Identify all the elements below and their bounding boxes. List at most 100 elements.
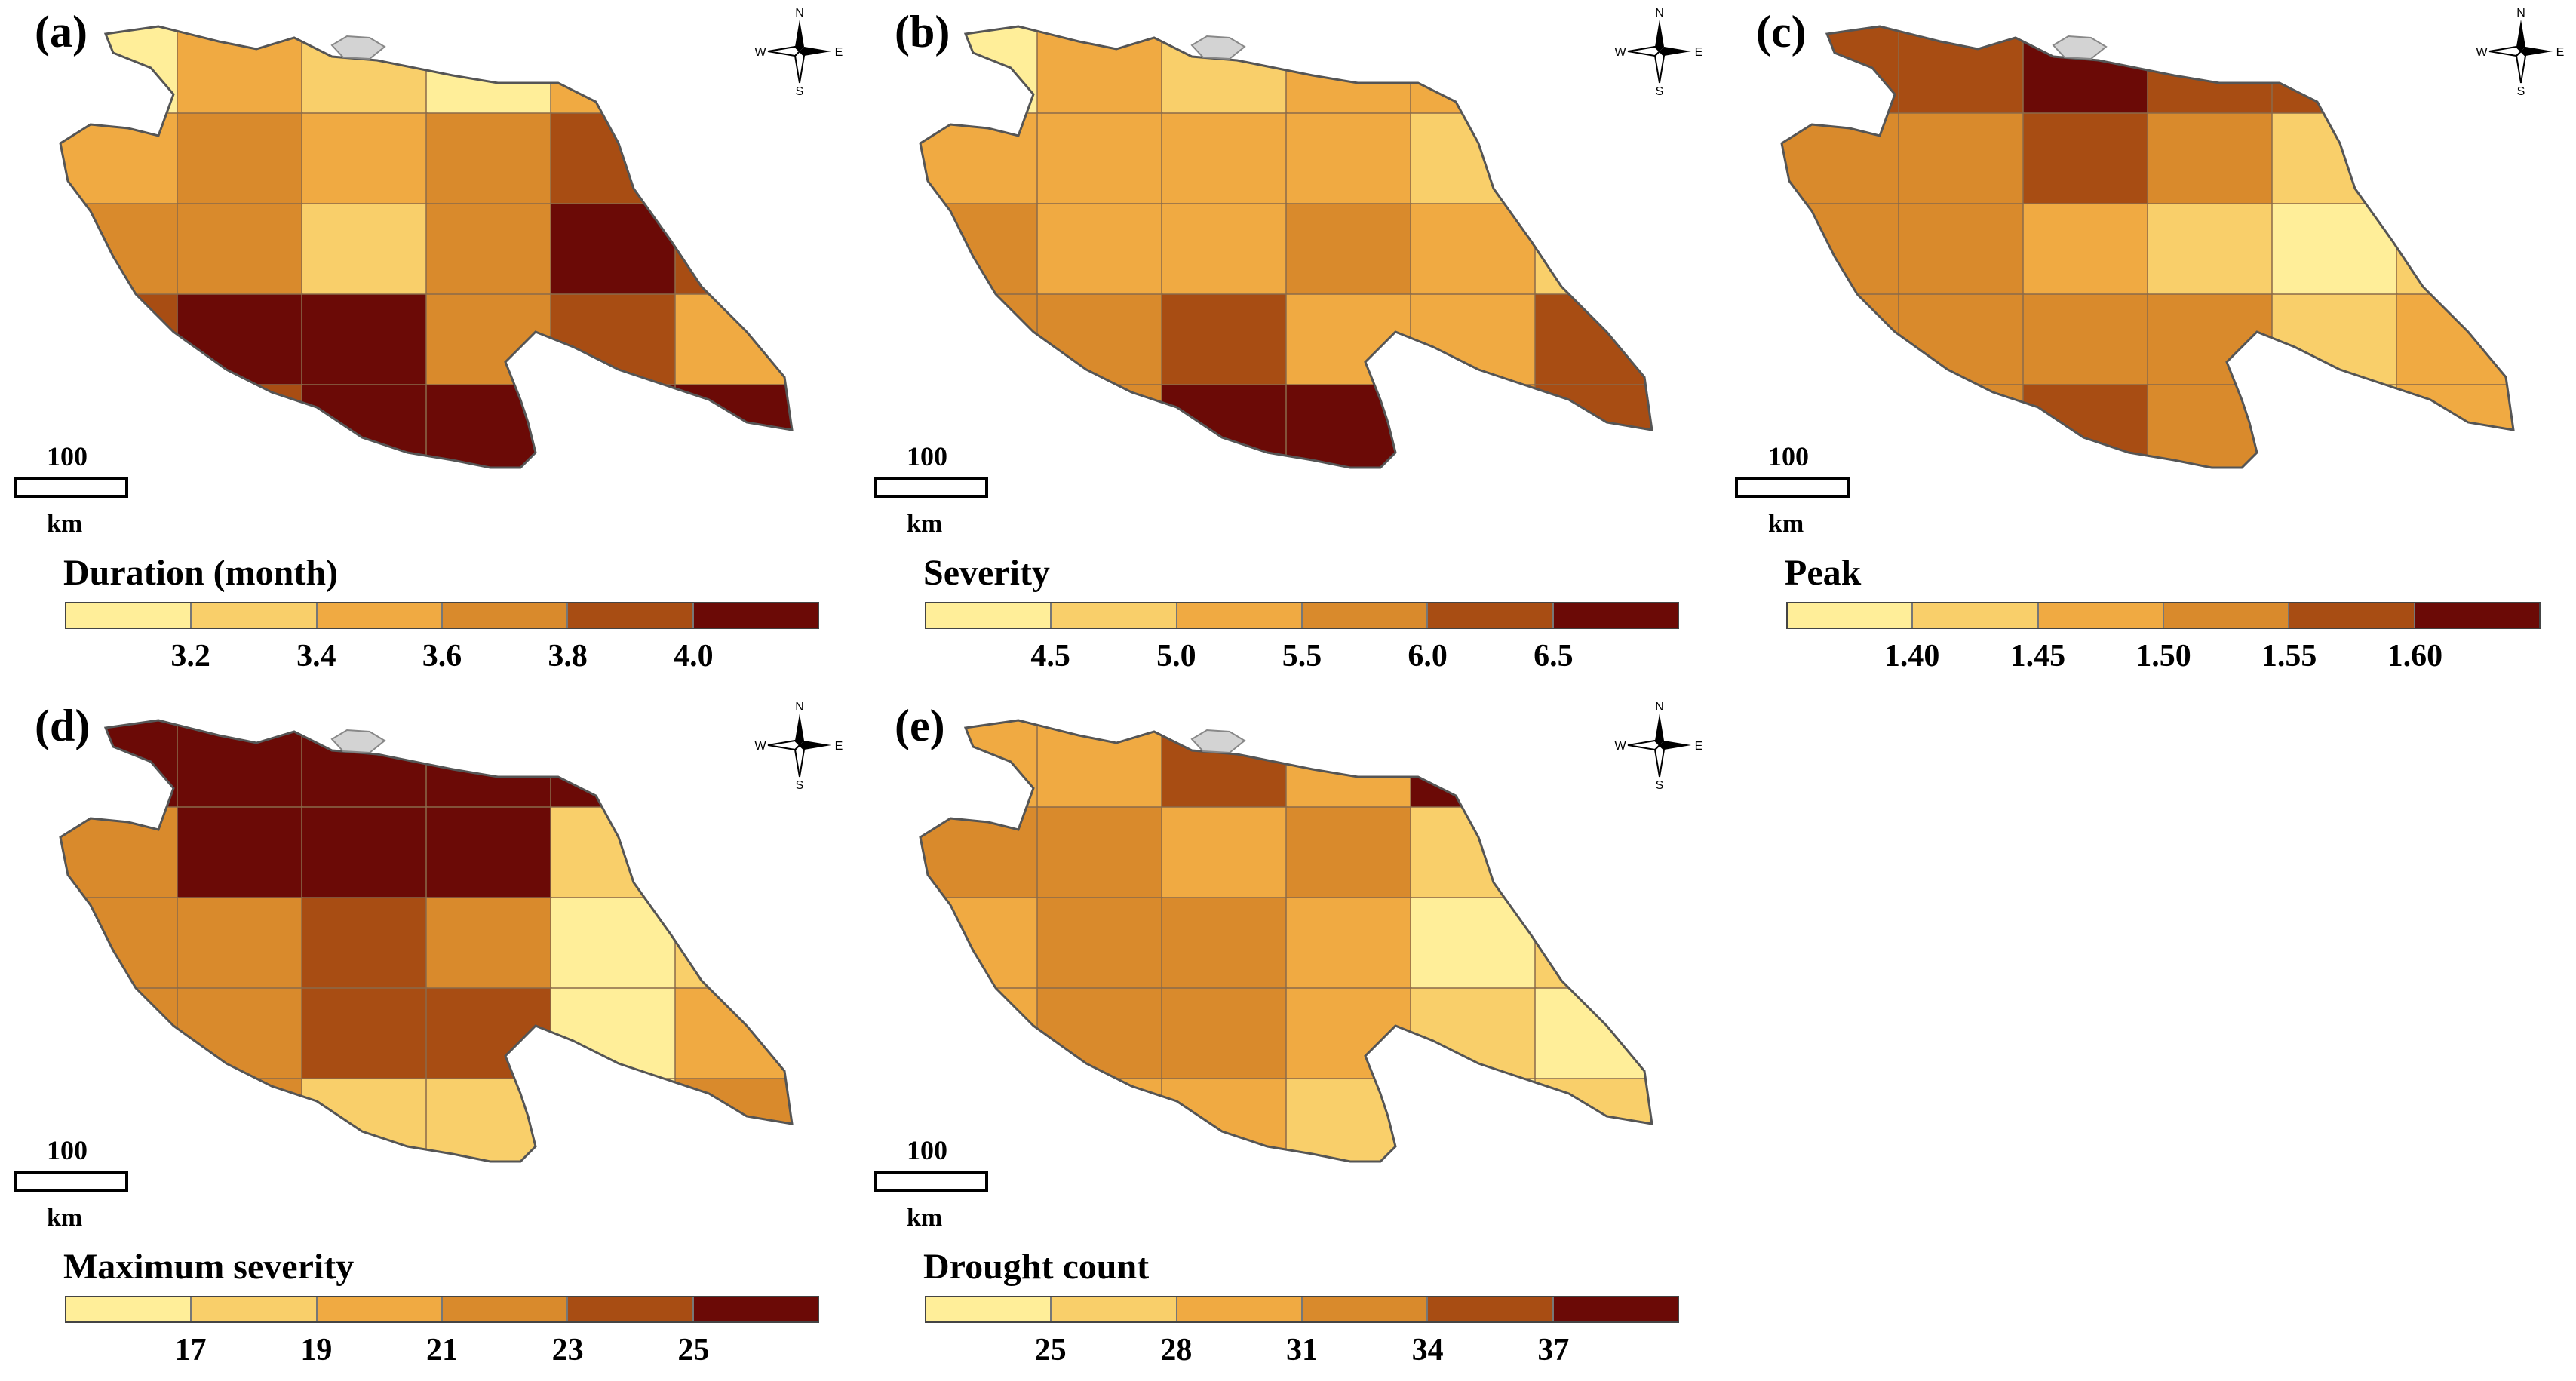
- legend-swatch: [1177, 603, 1303, 628]
- scale-bar-unit: km: [47, 510, 83, 538]
- sub-basin-cell: [674, 987, 792, 1080]
- sub-basin-cell: [1161, 1078, 1288, 1162]
- sub-basin-cell: [425, 1078, 552, 1162]
- sub-basin-cell: [425, 384, 552, 468]
- no-data-area: [330, 35, 386, 60]
- legend-swatch: [2289, 603, 2415, 628]
- svg-text:N: N: [2516, 7, 2525, 20]
- legend-title: Peak: [1785, 553, 1862, 593]
- sub-basin-cell: [60, 293, 179, 386]
- sub-basin-cell: [1285, 384, 1412, 468]
- svg-text:S: S: [1656, 779, 1664, 790]
- legend-swatch: [66, 603, 192, 628]
- legend-swatch: [2038, 603, 2164, 628]
- choropleth-map: [1780, 25, 2515, 469]
- legend-tick-label: 3.2: [170, 639, 210, 674]
- legend-tick-label: 4.0: [674, 639, 714, 674]
- legend-tick-label: 28: [1160, 1333, 1193, 1367]
- sub-basin-cell: [301, 987, 428, 1080]
- sub-basin-cell: [1161, 203, 1288, 296]
- sub-basin-cell: [1410, 293, 1537, 386]
- legend-color-bar: [1786, 602, 2541, 629]
- sub-basin-cell: [2147, 293, 2274, 386]
- sub-basin-cell: [1410, 897, 1537, 990]
- sub-basin-cell: [550, 112, 677, 205]
- sub-basin-cell: [1161, 720, 1288, 809]
- svg-text:W: W: [1614, 740, 1626, 753]
- sub-basin-cell: [1285, 720, 1412, 809]
- svg-text:N: N: [795, 7, 804, 20]
- sub-basin-cell: [674, 203, 792, 296]
- choropleth-map: [59, 719, 794, 1163]
- legend-title: Duration (month): [63, 553, 339, 593]
- sub-basin-cell: [2271, 293, 2398, 386]
- sub-basin-cell: [177, 987, 303, 1080]
- legend-tick-label: 3.4: [296, 639, 336, 674]
- svg-text:W: W: [754, 740, 766, 753]
- sub-basin-cell: [425, 987, 552, 1080]
- legend-swatch: [568, 603, 694, 628]
- sub-basin-cell: [1534, 806, 1652, 899]
- sub-basin-cell: [550, 897, 677, 990]
- sub-basin-cell: [1285, 293, 1412, 386]
- sub-basin-cell: [1036, 1078, 1163, 1162]
- sub-basin-cell: [920, 203, 1039, 296]
- sub-basin-cell: [2271, 384, 2398, 468]
- panel-maximum-severity: (d) N S W E 100 km Maximum severity 17 19…: [0, 694, 852, 1380]
- legend-swatch: [317, 1297, 443, 1321]
- legend-tick-label: 3.6: [422, 639, 462, 674]
- sub-basin-cell: [550, 720, 677, 809]
- legend-swatch: [1052, 1297, 1177, 1321]
- scale-bar-unit: km: [1768, 510, 1804, 538]
- sub-basin-cell: [1285, 987, 1412, 1080]
- sub-basin-cell: [425, 293, 552, 386]
- sub-basin-cell: [2396, 112, 2513, 205]
- legend-swatch: [2163, 603, 2290, 628]
- sub-basin-cell: [1534, 293, 1652, 386]
- svg-text:E: E: [2556, 46, 2565, 59]
- svg-text:E: E: [1695, 740, 1703, 753]
- sub-basin-cell: [2147, 112, 2274, 205]
- panel-label: (d): [35, 701, 91, 750]
- legend-swatch: [317, 603, 443, 628]
- sub-basin-cell: [1410, 384, 1537, 468]
- sub-basin-cell: [1161, 987, 1288, 1080]
- legend-tick-label: 6.0: [1408, 639, 1448, 674]
- sub-basin-cell: [177, 1078, 303, 1162]
- sub-basin-cell: [177, 806, 303, 899]
- legend-title: Maximum severity: [63, 1247, 355, 1287]
- legend-color-bar: [925, 1296, 1679, 1323]
- sub-basin-cell: [674, 293, 792, 386]
- sub-basin-cell: [2022, 26, 2149, 115]
- sub-basin-cell: [1410, 203, 1537, 296]
- legend-title: Severity: [923, 553, 1050, 593]
- sub-basin-cell: [2396, 203, 2513, 296]
- legend-swatch: [442, 603, 569, 628]
- sub-basin-cell: [301, 112, 428, 205]
- panel-label: (e): [895, 701, 945, 750]
- legend-color-bar: [65, 602, 819, 629]
- sub-basin-cell: [1036, 806, 1163, 899]
- scale-bar-value: 100: [47, 441, 88, 471]
- sub-basin-cell: [301, 1078, 428, 1162]
- sub-basin-cell: [60, 26, 179, 115]
- sub-basin-cell: [1036, 112, 1163, 205]
- legend-tick-label: 37: [1537, 1333, 1570, 1367]
- sub-basin-cell: [1410, 112, 1537, 205]
- legend-tick-label: 4.5: [1030, 639, 1070, 674]
- svg-text:E: E: [835, 740, 843, 753]
- sub-basin-cell: [1410, 26, 1537, 115]
- legend-tick-label: 23: [551, 1333, 584, 1367]
- sub-basin-cell: [550, 203, 677, 296]
- choropleth-map: [919, 25, 1653, 469]
- sub-basin-cell: [2271, 112, 2398, 205]
- sub-basin-cell: [1285, 26, 1412, 115]
- legend-swatch: [66, 1297, 192, 1321]
- sub-basin-cell: [2022, 112, 2149, 205]
- north-arrow-icon: N S W E: [754, 701, 843, 790]
- sub-basin-cell: [1534, 384, 1652, 468]
- sub-basin-cell: [2271, 203, 2398, 296]
- sub-basin-cell: [1285, 806, 1412, 899]
- legend-swatch: [926, 603, 1052, 628]
- sub-basin-cell: [1782, 293, 1900, 386]
